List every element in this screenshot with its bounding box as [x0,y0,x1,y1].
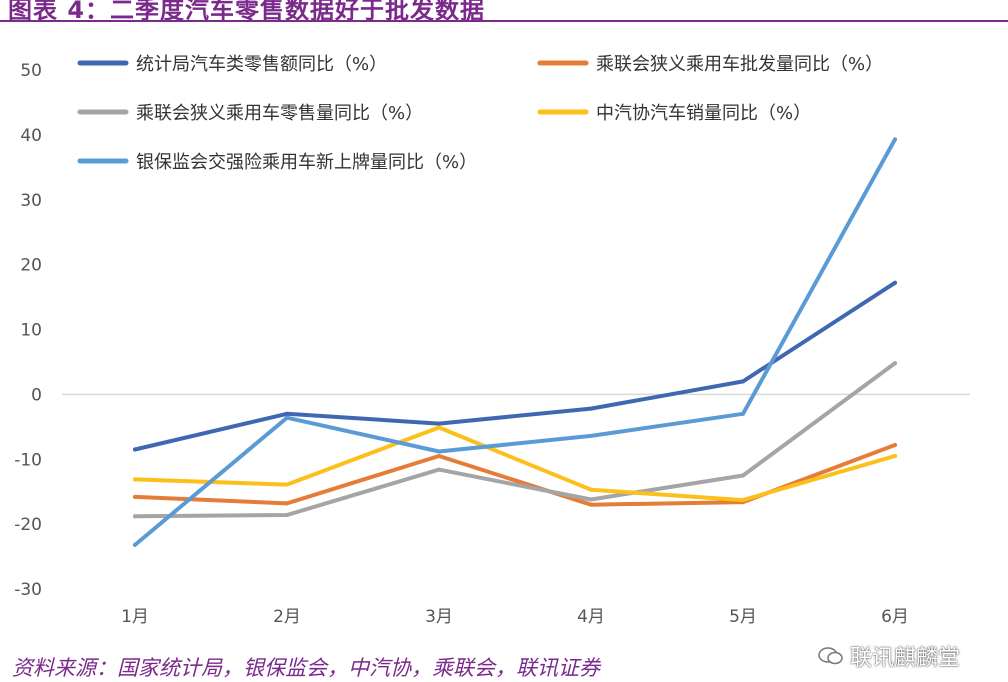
x-tick-label: 4月 [577,607,605,627]
series-2-point [285,501,289,506]
series-2-point [133,494,137,499]
series-line-3 [133,361,897,519]
series-1-point [893,280,897,285]
y-tick-label: 10 [20,321,42,341]
legend-label: 银保监会交强险乘用车新上牌量同比（%） [136,152,477,173]
x-tick-label: 6月 [881,607,909,627]
series-1-point [437,421,441,426]
legend-label: 乘联会狭义乘用车批发量同比（%） [596,54,883,75]
series-3-point [741,473,745,478]
series-3-point [133,514,137,519]
source-note: 资料来源：国家统计局，银保监会，中汽协，乘联会，联讯证券 [12,656,600,680]
series-line-1 [133,280,897,452]
y-tick-label: -10 [14,450,42,470]
legend-label: 中汽协汽车销量同比（%） [596,103,811,124]
y-tick-label: 20 [20,256,42,276]
series-4-point [589,487,593,492]
series-1-point [589,406,593,411]
watermark: 联讯麒麟堂 [818,640,960,672]
series-5-point [589,433,593,438]
legend-item: 中汽协汽车销量同比（%） [537,103,811,124]
series-5-point [437,449,441,454]
series-line-5 [133,137,897,547]
y-tick-label: -30 [14,580,42,600]
series-2-point [589,502,593,507]
series-3-point [893,361,897,366]
y-tick-label: 30 [20,191,42,211]
series-4-point [133,477,137,482]
series-3-point [437,467,441,472]
series-2-point [437,454,441,459]
series-4-point [437,425,441,430]
series-5-point [285,415,289,420]
series-2-point [893,442,897,447]
series-4-point [893,454,897,459]
series-3-point [589,497,593,502]
series-line-4 [133,425,897,503]
series-line-2 [133,443,897,507]
series-3-point [285,513,289,518]
x-tick-label: 2月 [273,607,301,627]
y-tick-label: 40 [20,126,42,146]
x-tick-label: 5月 [729,607,757,627]
legend-item: 乘联会狭义乘用车零售量同比（%） [77,103,423,124]
legend: 统计局汽车类零售额同比（%） 乘联会狭义乘用车批发量同比（%） 乘联会狭义乘用车零售… [77,54,883,173]
series-layer [133,137,897,547]
legend-label: 统计局汽车类零售额同比（%） [136,54,387,75]
legend-label: 乘联会狭义乘用车零售量同比（%） [136,103,423,124]
series-1-point [741,379,745,384]
series-4-point [285,482,289,487]
y-tick-label: 50 [20,61,42,81]
legend-item: 统计局汽车类零售额同比（%） [77,54,387,75]
wechat-icon [818,647,843,665]
title-rule [0,20,1008,22]
watermark-text: 联讯麒麟堂 [850,646,961,671]
series-4-point [741,498,745,503]
series-5-point [893,137,897,142]
series-5-point [133,542,137,547]
y-tick-label: -20 [14,515,42,535]
x-tick-label: 1月 [121,607,149,627]
y-tick-label: 0 [31,385,42,405]
axis-layer: 50 40 30 20 10 0 -10 -20 -30 1月 2月 3月 4月 5月 6月 [14,61,970,627]
series-1-point [285,411,289,416]
legend-item: 银保监会交强险乘用车新上牌量同比（%） [77,152,477,173]
x-tick-label: 3月 [425,607,453,627]
legend-item: 乘联会狭义乘用车批发量同比（%） [537,54,883,75]
series-1-point [133,447,137,452]
series-5-point [741,411,745,416]
